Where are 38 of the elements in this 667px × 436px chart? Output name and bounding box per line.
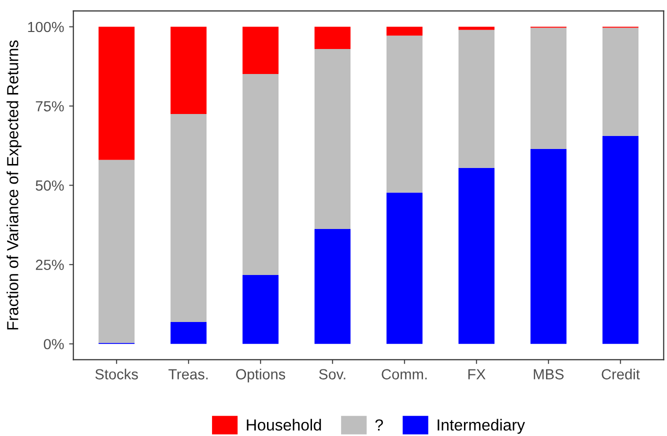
bar (530, 148, 566, 344)
x-tick-label: FX (468, 369, 486, 380)
y-tick-label: 0% (44, 338, 64, 350)
x-tick-label: Comm. (382, 369, 427, 380)
bar (242, 26, 279, 74)
legend-label: ? (375, 419, 383, 430)
bar (98, 26, 135, 160)
y-axis-title: Fraction of Variance of Expected Returns (6, 40, 22, 330)
y-tick-label: 25% (36, 260, 64, 270)
bar (530, 28, 566, 149)
bar (458, 168, 494, 344)
bar (386, 36, 423, 193)
bar (242, 74, 279, 276)
x-tick-label: Options (236, 368, 286, 382)
bar (458, 30, 494, 168)
bar (386, 192, 423, 344)
x-tick-label: Treas. (168, 369, 208, 380)
legend-label: Household (246, 418, 321, 431)
bar (314, 48, 351, 230)
x-tick-label: Credit (602, 368, 640, 380)
bar (170, 26, 207, 114)
bar (386, 26, 423, 36)
x-tick-label: Stocks (95, 368, 138, 380)
y-tick-label: 75% (36, 101, 64, 112)
bar (98, 160, 135, 343)
bar (242, 275, 279, 344)
x-tick-label: Sov. (319, 369, 346, 380)
bar (458, 26, 494, 30)
bar (602, 136, 638, 344)
y-tick-label: 50% (36, 180, 64, 191)
x-tick-label: MBS (534, 369, 564, 380)
bar (314, 229, 351, 344)
bar (170, 322, 207, 344)
legend-label: Intermediary (438, 418, 525, 434)
y-tick-label: 100% (28, 22, 64, 32)
bar (170, 114, 207, 322)
bar (602, 28, 638, 136)
bar (314, 26, 351, 49)
